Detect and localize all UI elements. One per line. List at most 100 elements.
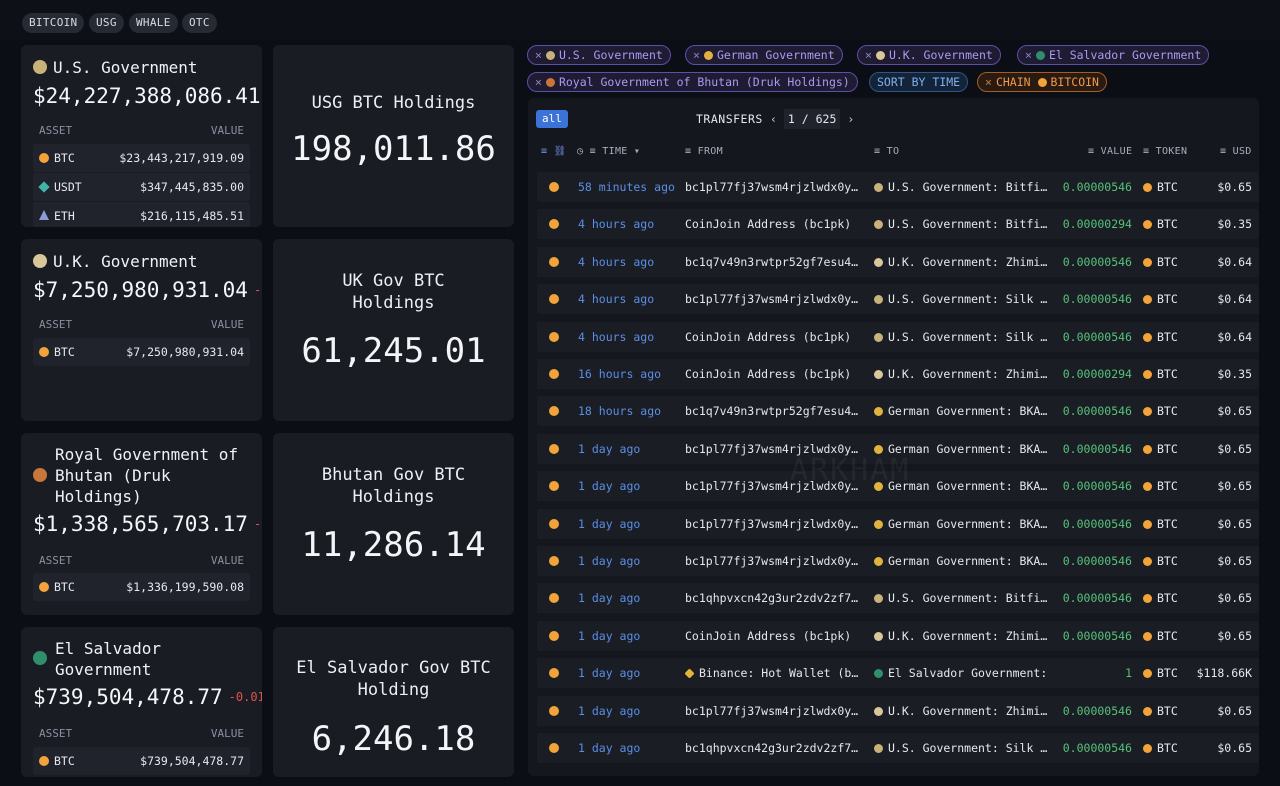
row-time[interactable]: 4 hours ago <box>578 329 655 344</box>
chevron-right-icon[interactable]: › <box>847 112 855 126</box>
row-time[interactable]: 16 hours ago <box>578 367 662 381</box>
row-to[interactable]: German Government: BKA… <box>874 471 1050 501</box>
row-to[interactable]: German Government: BKA… <box>874 546 1050 576</box>
column-header-from[interactable]: ≡ FROM <box>685 146 723 157</box>
chevron-left-icon[interactable]: ‹ <box>770 112 777 126</box>
column-header-token[interactable]: ≡ TOKEN <box>1143 146 1188 157</box>
row-from[interactable]: CoinJoin Address (bc1pk) <box>685 329 852 344</box>
tag-usg[interactable]: USG <box>89 13 124 33</box>
filter-chip-us-government[interactable]: × U.S. Government <box>527 45 671 65</box>
row-from[interactable]: CoinJoin Address (bc1pk) <box>685 367 852 381</box>
table-row[interactable]: 4 hours ago CoinJoin Address (bc1pk) U.S. … <box>537 321 1259 352</box>
row-from[interactable]: CoinJoin Address (bc1pk) <box>685 217 852 232</box>
row-to[interactable]: U.K. Government: Zhimi… <box>874 621 1050 651</box>
column-header-to[interactable]: ≡ TO <box>874 146 900 157</box>
row-time[interactable]: 1 day ago <box>578 666 641 681</box>
column-filter-icon[interactable]: ≡ ⛓ <box>541 146 567 157</box>
row-token[interactable]: BTC <box>1143 583 1178 613</box>
row-to[interactable]: U.K. Government: Zhimi… <box>874 247 1050 277</box>
close-icon[interactable]: × <box>693 48 700 62</box>
row-time[interactable]: 1 day ago <box>578 628 641 643</box>
table-row[interactable]: 4 hours ago bc1q7v49n3rwtpr52gf7esu4… U.K.… <box>537 246 1259 277</box>
row-token[interactable]: BTC <box>1143 396 1178 426</box>
table-row[interactable]: 58 minutes ago bc1pl77fj37wsm4rjzlwdx0y… U… <box>537 172 1259 202</box>
row-from[interactable]: bc1pl77fj37wsm4rjzlwdx0y… <box>685 516 859 531</box>
entity-name[interactable]: Royal Government of Bhutan (Druk Holding… <box>55 445 239 506</box>
row-token[interactable]: BTC <box>1143 209 1178 239</box>
row-to[interactable]: U.S. Government: Silk … <box>874 733 1050 763</box>
filter-chip-german-government[interactable]: × German Government <box>685 45 843 65</box>
sort-by-time-chip[interactable]: SORT BY TIME <box>869 72 969 92</box>
row-from[interactable]: bc1q7v49n3rwtpr52gf7esu4… <box>685 404 859 419</box>
close-icon[interactable]: × <box>535 48 542 62</box>
table-row[interactable]: 16 hours ago CoinJoin Address (bc1pk) U.K.… <box>537 359 1259 389</box>
filter-chip-uk-government[interactable]: × U.K. Government <box>857 45 1001 65</box>
asset-row[interactable]: BTC $7,250,980,931.04 <box>33 338 250 366</box>
row-token[interactable]: BTC <box>1143 733 1178 763</box>
row-from[interactable]: bc1pl77fj37wsm4rjzlwdx0y… <box>685 554 859 568</box>
filter-chip-bhutan[interactable]: × Royal Government of Bhutan (Druk Holdin… <box>527 72 858 92</box>
row-to[interactable]: U.S. Government: Bitfi… <box>874 583 1050 613</box>
close-icon[interactable]: × <box>535 75 542 89</box>
table-row[interactable]: 1 day ago Binance: Hot Wallet (b… El Salva… <box>537 658 1259 689</box>
row-token[interactable]: BTC <box>1143 509 1178 539</box>
chain-filter-chip[interactable]: × CHAIN BITCOIN <box>977 72 1107 92</box>
row-token[interactable]: BTC <box>1143 322 1178 352</box>
entity-card-el-salvador[interactable]: El Salvador Government $739,504,478.77 -0… <box>21 627 262 777</box>
row-to[interactable]: German Government: BKA… <box>874 434 1050 464</box>
row-to[interactable]: U.K. Government: Zhimi… <box>874 359 1050 389</box>
row-time[interactable]: 4 hours ago <box>578 217 655 232</box>
table-row[interactable]: 1 day ago bc1qhpvxcn42g3ur2zdv2zf7… U.S. G… <box>537 733 1259 763</box>
entity-name[interactable]: U.K. Government <box>33 251 198 272</box>
row-time[interactable]: 1 day ago <box>578 516 641 531</box>
row-from[interactable]: bc1qhpvxcn42g3ur2zdv2zf7… <box>685 741 859 755</box>
row-from[interactable]: bc1q7v49n3rwtpr52gf7esu4… <box>685 254 859 269</box>
close-icon[interactable]: × <box>985 75 992 89</box>
page-input[interactable]: 1 / 625 <box>783 109 841 129</box>
row-to[interactable]: U.S. Government: Silk … <box>874 322 1050 352</box>
row-to[interactable]: U.S. Government: Bitfi… <box>874 209 1050 239</box>
row-token[interactable]: BTC <box>1143 621 1178 651</box>
row-to[interactable]: U.S. Government: Silk … <box>874 284 1050 314</box>
table-row[interactable]: 1 day ago bc1pl77fj37wsm4rjzlwdx0y… German… <box>537 508 1259 539</box>
row-from[interactable]: bc1pl77fj37wsm4rjzlwdx0y… <box>685 703 859 718</box>
row-to[interactable]: German Government: BKA… <box>874 509 1050 539</box>
row-token[interactable]: BTC <box>1143 546 1178 576</box>
row-time[interactable]: 1 day ago <box>578 479 641 494</box>
row-time[interactable]: 58 minutes ago <box>578 180 675 194</box>
entity-card-us[interactable]: U.S. Government $24,227,388,086.41 ASSET… <box>21 45 262 227</box>
entity-name[interactable]: El Salvador Government <box>55 639 161 679</box>
tag-whale[interactable]: WHALE <box>129 13 178 33</box>
row-time[interactable]: 1 day ago <box>578 441 641 456</box>
column-header-value[interactable]: ≡ VALUE <box>1088 146 1133 157</box>
column-header-usd[interactable]: ≡ USD <box>1220 146 1252 157</box>
row-token[interactable]: BTC <box>1143 434 1178 464</box>
row-from[interactable]: bc1pl77fj37wsm4rjzlwdx0y… <box>685 292 859 307</box>
row-time[interactable]: 18 hours ago <box>578 404 662 419</box>
row-token[interactable]: BTC <box>1143 284 1178 314</box>
table-row[interactable]: 1 day ago bc1pl77fj37wsm4rjzlwdx0y… German… <box>537 546 1259 576</box>
asset-row[interactable]: BTC $23,443,217,919.09 <box>33 144 250 172</box>
row-from[interactable]: bc1pl77fj37wsm4rjzlwdx0y… <box>685 479 859 494</box>
asset-row[interactable]: BTC $739,504,478.77 <box>33 747 250 775</box>
row-token[interactable]: BTC <box>1143 359 1178 389</box>
row-to[interactable]: German Government: BKA… <box>874 396 1050 426</box>
table-row[interactable]: 1 day ago CoinJoin Address (bc1pk) U.K. Go… <box>537 620 1259 651</box>
filter-all-button[interactable]: all <box>536 110 568 128</box>
table-row[interactable]: 4 hours ago CoinJoin Address (bc1pk) U.S. … <box>537 209 1259 240</box>
row-to[interactable]: U.K. Government: Zhimi… <box>874 696 1050 726</box>
table-row[interactable]: 1 day ago bc1qhpvxcn42g3ur2zdv2zf7… U.S. G… <box>537 583 1259 614</box>
entity-card-bhutan[interactable]: Royal Government of Bhutan (Druk Holding… <box>21 433 262 615</box>
asset-row[interactable]: BTC $1,336,199,590.08 <box>33 573 250 601</box>
row-token[interactable]: BTC <box>1143 658 1178 688</box>
table-row[interactable]: 1 day ago bc1pl77fj37wsm4rjzlwdx0y… German… <box>537 471 1259 502</box>
row-from[interactable]: bc1qhpvxcn42g3ur2zdv2zf7… <box>685 591 859 606</box>
row-from[interactable]: bc1pl77fj37wsm4rjzlwdx0y… <box>685 441 859 456</box>
row-from[interactable]: Binance: Hot Wallet (b… <box>685 658 859 688</box>
row-time[interactable]: 4 hours ago <box>578 292 655 307</box>
asset-row[interactable]: USDT $347,445,835.00 <box>33 173 250 201</box>
column-header-time[interactable]: ◷ ≡ TIME ▾ <box>577 146 641 157</box>
row-from[interactable]: CoinJoin Address (bc1pk) <box>685 628 852 643</box>
tag-otc[interactable]: OTC <box>182 13 217 33</box>
table-row[interactable]: 18 hours ago bc1q7v49n3rwtpr52gf7esu4… Ger… <box>537 396 1259 427</box>
